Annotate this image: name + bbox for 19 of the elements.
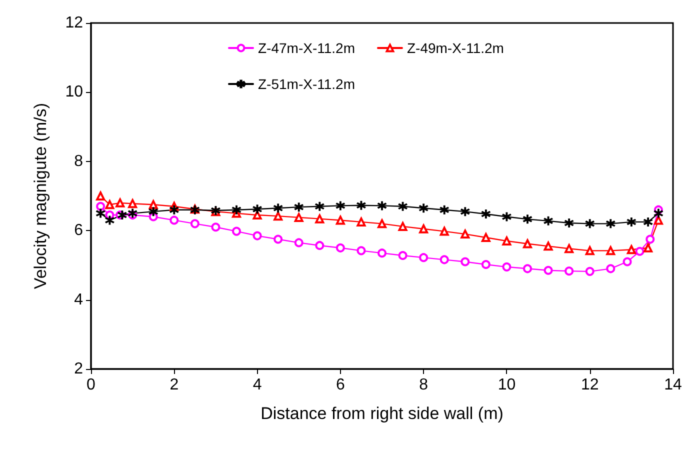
x-tick-label: 12: [580, 376, 599, 394]
x-tick-label: 4: [252, 376, 262, 394]
y-tick-label: 2: [74, 360, 84, 378]
x-tick-label: 14: [664, 376, 682, 394]
x-tick-label: 6: [336, 376, 345, 394]
y-axis-title: Velocity magnigute (m/s): [31, 102, 50, 290]
y-tick-label: 10: [65, 84, 84, 101]
y-tick-label: 6: [74, 222, 84, 240]
x-tick-label: 2: [170, 376, 179, 394]
y-tick-label: 12: [65, 14, 84, 32]
x-axis-title: Distance from right side wall (m): [260, 404, 504, 423]
legend-label: Z-49m-X-11.2m: [406, 40, 504, 56]
legend-label: Z-51m-X-11.2m: [258, 76, 355, 92]
y-tick-label: 8: [74, 152, 84, 170]
legend-label: Z-47m-X-11.2m: [258, 40, 355, 56]
x-tick-label: 8: [419, 376, 428, 394]
y-tick-label: 4: [74, 291, 84, 308]
x-tick-label: 0: [86, 376, 96, 394]
x-tick-label: 10: [498, 376, 516, 394]
